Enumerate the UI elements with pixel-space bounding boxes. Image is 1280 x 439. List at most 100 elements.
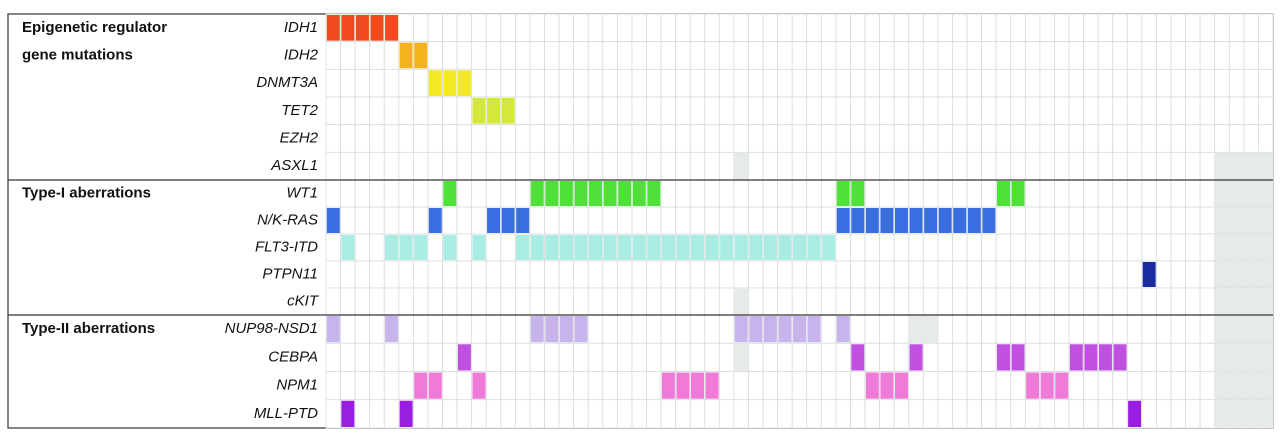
- mutation-cell: [618, 235, 632, 260]
- grid-cell: [1185, 342, 1201, 372]
- grid-cell: [1258, 68, 1274, 98]
- grid-cell: [631, 124, 647, 153]
- grid-cell: [1126, 96, 1143, 126]
- grid-cell: [616, 206, 633, 235]
- mutation-cell: [487, 208, 501, 233]
- grid-cell: [733, 399, 749, 429]
- grid-cell: [864, 399, 881, 429]
- grid-cell: [340, 287, 356, 316]
- grid-cell: [602, 206, 618, 235]
- not-tested-cell: [1258, 399, 1273, 428]
- not-tested-cell: [733, 288, 749, 315]
- grid-cell: [383, 206, 400, 235]
- mutation-cell: [618, 181, 632, 206]
- mutation-cell: [1128, 400, 1142, 427]
- grid-cell: [922, 96, 939, 126]
- grid-cell: [456, 287, 473, 316]
- mutation-cell: [632, 181, 646, 206]
- grid-cell: [471, 399, 487, 429]
- not-tested-cell: [1243, 180, 1259, 207]
- grid-cell: [515, 96, 531, 126]
- grid-cell: [427, 314, 443, 344]
- grid-cell: [1039, 179, 1055, 208]
- mutation-cell: [385, 15, 399, 41]
- grid-cell: [791, 206, 808, 235]
- grid-cell: [427, 260, 443, 289]
- grid-cell: [981, 41, 997, 70]
- grid-cell: [1054, 233, 1070, 262]
- grid-cell: [1156, 314, 1172, 344]
- grid-cell: [325, 287, 341, 316]
- grid-cell: [383, 151, 400, 181]
- grid-cell: [1141, 151, 1157, 181]
- grid-cell: [325, 233, 341, 262]
- grid-cell: [1199, 260, 1216, 289]
- gene-label: CEBPA: [268, 348, 318, 365]
- grid-cell: [748, 151, 764, 181]
- grid-cell: [908, 260, 924, 289]
- grid-cell: [981, 233, 997, 262]
- grid-cell: [500, 342, 516, 372]
- mutation-cell: [691, 235, 704, 260]
- grid-cell: [820, 179, 837, 208]
- grid-cell: [587, 96, 604, 126]
- grid-cell: [573, 342, 589, 372]
- grid-cell: [995, 151, 1012, 181]
- grid-cell: [427, 96, 443, 126]
- grid-cell: [1156, 371, 1172, 401]
- grid-cell: [573, 260, 589, 289]
- grid-cell: [369, 68, 385, 98]
- grid-cell: [675, 260, 691, 289]
- grid-cell: [748, 342, 764, 372]
- grid-cell: [456, 206, 473, 235]
- grid-cell: [733, 206, 749, 235]
- grid-cell: [966, 287, 983, 316]
- grid-cell: [646, 124, 662, 153]
- grid-cell: [1097, 68, 1114, 98]
- grid-cell: [587, 371, 604, 401]
- grid-cell: [995, 371, 1012, 401]
- grid-cell: [995, 233, 1012, 262]
- not-tested-cell: [1243, 399, 1259, 428]
- grid-cell: [718, 206, 735, 235]
- grid-cell: [1170, 124, 1186, 153]
- grid-cell: [1156, 287, 1172, 316]
- not-tested-cell: [1214, 343, 1230, 372]
- grid-cell: [981, 13, 997, 43]
- grid-cell: [558, 342, 575, 372]
- grid-cell: [456, 399, 473, 429]
- grid-cell: [587, 314, 604, 344]
- grid-cell: [500, 41, 516, 70]
- grid-cell: [354, 371, 371, 401]
- grid-cell: [1126, 260, 1143, 289]
- grid-cell: [908, 371, 924, 401]
- grid-cell: [1054, 96, 1070, 126]
- grid-cell: [587, 206, 604, 235]
- grid-cell: [879, 151, 895, 181]
- grid-cell: [340, 68, 356, 98]
- grid-cell: [660, 260, 677, 289]
- grid-cell: [893, 41, 910, 70]
- grid-cell: [1024, 260, 1041, 289]
- mutation-cell: [1142, 262, 1156, 287]
- grid-cell: [1243, 68, 1259, 98]
- grid-cell: [442, 96, 458, 126]
- grid-cell: [879, 287, 895, 316]
- grid-cell: [398, 96, 414, 126]
- grid-cell: [908, 124, 924, 153]
- grid-cell: [864, 287, 881, 316]
- gene-label: IDH1: [284, 19, 318, 36]
- grid-cell: [850, 124, 866, 153]
- grid-cell: [515, 399, 531, 429]
- grid-cell: [383, 179, 400, 208]
- grid-cell: [383, 399, 400, 429]
- grid-cell: [587, 151, 604, 181]
- mutation-cell: [1055, 372, 1069, 399]
- grid-cell: [762, 206, 779, 235]
- grid-cell: [427, 13, 443, 43]
- grid-cell: [1185, 41, 1201, 70]
- gene-label: DNMT3A: [256, 74, 318, 91]
- grid-cell: [1199, 96, 1216, 126]
- grid-cell: [1112, 314, 1128, 344]
- grid-cell: [646, 68, 662, 98]
